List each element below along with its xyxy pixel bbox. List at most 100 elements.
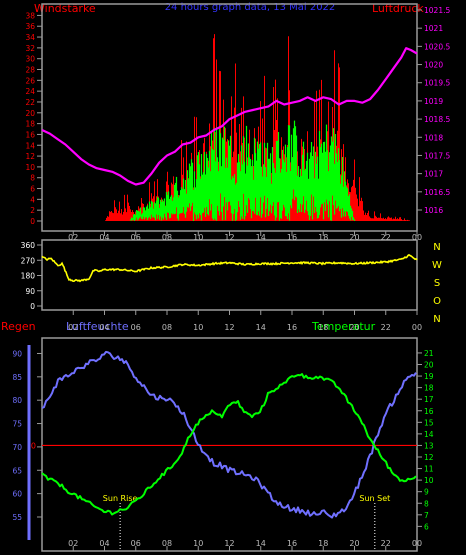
temperature-y-tick-label: 13	[424, 441, 434, 450]
temperature-y-tick-label: 21	[424, 349, 434, 358]
temperature-y-tick-label: 18	[424, 384, 434, 393]
wind-x-tick-label: 12	[224, 233, 234, 242]
compass-label: N	[433, 314, 440, 325]
wind-y-tick-label: 38	[25, 11, 35, 20]
temp-x-tick-label: 00	[412, 539, 422, 548]
temperature-y-tick-label: 16	[424, 407, 434, 416]
temp-x-tick-label: 12	[224, 539, 234, 548]
wind-x-tick-label: 18	[318, 233, 328, 242]
pressure-label: Luftdruck	[372, 2, 424, 15]
wind-y-tick-label: 6	[30, 185, 35, 194]
temp-x-tick-label: 16	[287, 539, 297, 548]
compass-label: N	[433, 242, 440, 253]
wind-y-tick-label: 16	[25, 130, 35, 139]
humidity-y-tick-label: 90	[12, 349, 22, 358]
temperature-y-tick-label: 8	[424, 499, 429, 508]
temperature-y-tick-label: 19	[424, 372, 434, 381]
wind-x-tick-label: 14	[256, 233, 266, 242]
wind-x-tick-label: 06	[131, 233, 141, 242]
temp-x-tick-label: 08	[162, 539, 172, 548]
compass-label: S	[434, 278, 440, 289]
direction-x-tick-label: 18	[318, 323, 328, 332]
wind-chart: 0246810121416182022242628303234363810161…	[25, 6, 450, 242]
temp-x-tick-label: 20	[349, 539, 359, 548]
compass-label: W	[432, 260, 442, 271]
direction-x-tick-label: 16	[287, 323, 297, 332]
chart-title: 24 hours graph data, 13 Mai 2022	[165, 2, 336, 13]
temp-x-tick-label: 18	[318, 539, 328, 548]
wind-y-tick-label: 14	[25, 141, 35, 150]
pressure-y-tick-label: 1019.5	[424, 79, 450, 88]
direction-x-tick-label: 20	[349, 323, 359, 332]
wind-y-tick-label: 22	[25, 98, 35, 107]
wind-x-tick-label: 02	[68, 233, 78, 242]
temperature-y-tick-label: 14	[424, 430, 434, 439]
rain-zero-label: 0	[31, 441, 36, 450]
sunset-label: Sun Set	[359, 494, 390, 503]
pressure-y-tick-label: 1018.5	[424, 115, 450, 124]
wind-y-tick-label: 10	[25, 163, 35, 172]
pressure-y-tick-label: 1019	[424, 97, 443, 106]
pressure-y-tick-label: 1017.5	[424, 151, 450, 160]
wind-y-tick-label: 20	[25, 109, 35, 118]
wind-y-tick-label: 36	[25, 22, 35, 31]
wind-x-tick-label: 00	[412, 233, 422, 242]
direction-x-tick-label: 10	[193, 323, 203, 332]
wind-x-tick-label: 04	[99, 233, 109, 242]
pressure-y-tick-label: 1016	[424, 206, 443, 215]
temperature-y-tick-label: 17	[424, 395, 434, 404]
pressure-y-tick-label: 1021.5	[424, 6, 450, 15]
wind-y-tick-label: 0	[30, 217, 35, 226]
wind-y-tick-label: 2	[30, 206, 35, 215]
wind-x-tick-label: 20	[349, 233, 359, 242]
temp-humidity-chart: 55 60 65 70 75 80 85 90 6 7 8 9 10 11 12 13 14 15 16 17 18 19…	[12, 345, 434, 551]
humidity-y-tick-label: 75	[12, 420, 22, 429]
wind-y-tick-label: 30	[25, 55, 35, 64]
humidity-label: Luftfeuchte	[66, 320, 129, 333]
pressure-y-tick-label: 1021	[424, 24, 443, 33]
compass-label: O	[433, 296, 441, 307]
direction-y-tick-label: 180	[21, 272, 36, 281]
temperature-label: Temperatur	[311, 320, 376, 333]
temp-x-tick-label: 22	[381, 539, 391, 548]
temperature-y-tick-label: 7	[424, 511, 429, 520]
humidity-y-tick-label: 80	[12, 396, 22, 405]
direction-y-tick-label: 90	[25, 287, 35, 296]
wind-y-tick-label: 18	[25, 120, 35, 129]
rain-label: Regen	[1, 320, 36, 333]
wind-x-tick-label: 10	[193, 233, 203, 242]
direction-line	[41, 253, 418, 283]
wind-x-tick-label: 16	[287, 233, 297, 242]
pressure-y-tick-label: 1018	[424, 133, 443, 142]
direction-x-tick-label: 02	[68, 323, 78, 332]
direction-x-tick-label: 22	[381, 323, 391, 332]
pressure-y-tick-label: 1020.5	[424, 42, 450, 51]
direction-x-tick-label: 12	[224, 323, 234, 332]
wind-y-tick-label: 32	[25, 44, 35, 53]
humidity-y-tick-label: 55	[12, 513, 22, 522]
temp-x-tick-label: 10	[193, 539, 203, 548]
temperature-y-tick-label: 15	[424, 418, 434, 427]
humidity-y-tick-label: 65	[12, 466, 22, 475]
pressure-y-tick-label: 1017	[424, 170, 443, 179]
temperature-y-tick-label: 10	[424, 476, 434, 485]
humidity-y-tick-label: 70	[12, 443, 22, 452]
temp-x-tick-label: 06	[131, 539, 141, 548]
wind-x-tick-label: 22	[381, 233, 391, 242]
temp-x-tick-label: 14	[256, 539, 266, 548]
sunrise-label: Sun Rise	[103, 494, 138, 503]
temperature-line	[41, 373, 417, 516]
direction-x-tick-label: 04	[99, 323, 109, 332]
wind-y-tick-label: 34	[25, 33, 35, 42]
direction-x-tick-label: 08	[162, 323, 172, 332]
pressure-y-tick-label: 1020	[424, 61, 443, 70]
wind-y-tick-label: 26	[25, 76, 35, 85]
direction-panel-frame	[41, 239, 418, 311]
humidity-line	[41, 350, 417, 519]
direction-x-tick-label: 00	[412, 323, 422, 332]
temperature-y-tick-label: 9	[424, 488, 429, 497]
temperature-y-tick-label: 11	[424, 465, 434, 474]
temperature-y-tick-label: 20	[424, 361, 434, 370]
